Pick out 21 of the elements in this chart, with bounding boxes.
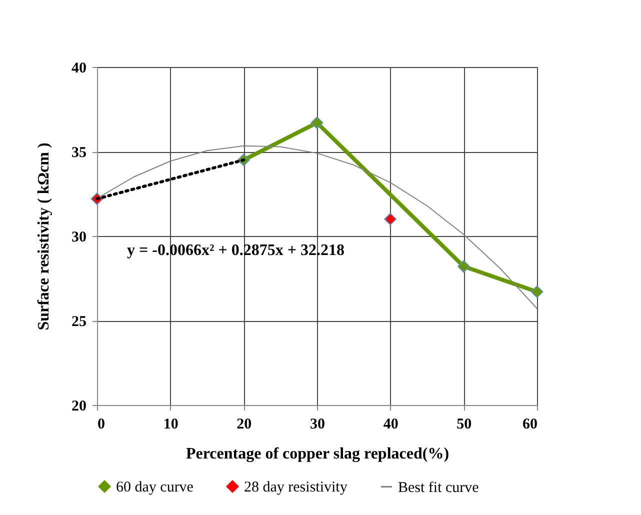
x-tick-label: 40	[383, 416, 398, 432]
legend-label: 60 day curve	[116, 480, 194, 496]
point	[530, 286, 544, 298]
y-tick-label: 40	[72, 60, 86, 76]
x-axis-title: Percentage of copper slag replaced(%)	[186, 446, 450, 462]
y-axis-title: Surface resistivity ( kΩcm )	[36, 142, 52, 330]
x-tick-label: 0	[98, 416, 105, 432]
y-tick-label: 20	[72, 398, 86, 414]
y-tick-label: 25	[72, 314, 86, 330]
x-tick-label: 60	[522, 416, 538, 432]
legend-label: 28 day resistivity	[244, 480, 348, 496]
x-tick-label: 10	[163, 416, 178, 432]
x-tick-label: 50	[456, 416, 472, 432]
point	[310, 116, 324, 129]
y-tick-label: 30	[72, 230, 86, 246]
x-tick-label: 30	[310, 416, 325, 432]
point	[457, 260, 470, 273]
point	[384, 212, 397, 226]
y-tick-label: 35	[72, 145, 86, 161]
legend-label: Best fit curve	[398, 480, 480, 496]
x-tick-label: 20	[236, 416, 252, 432]
